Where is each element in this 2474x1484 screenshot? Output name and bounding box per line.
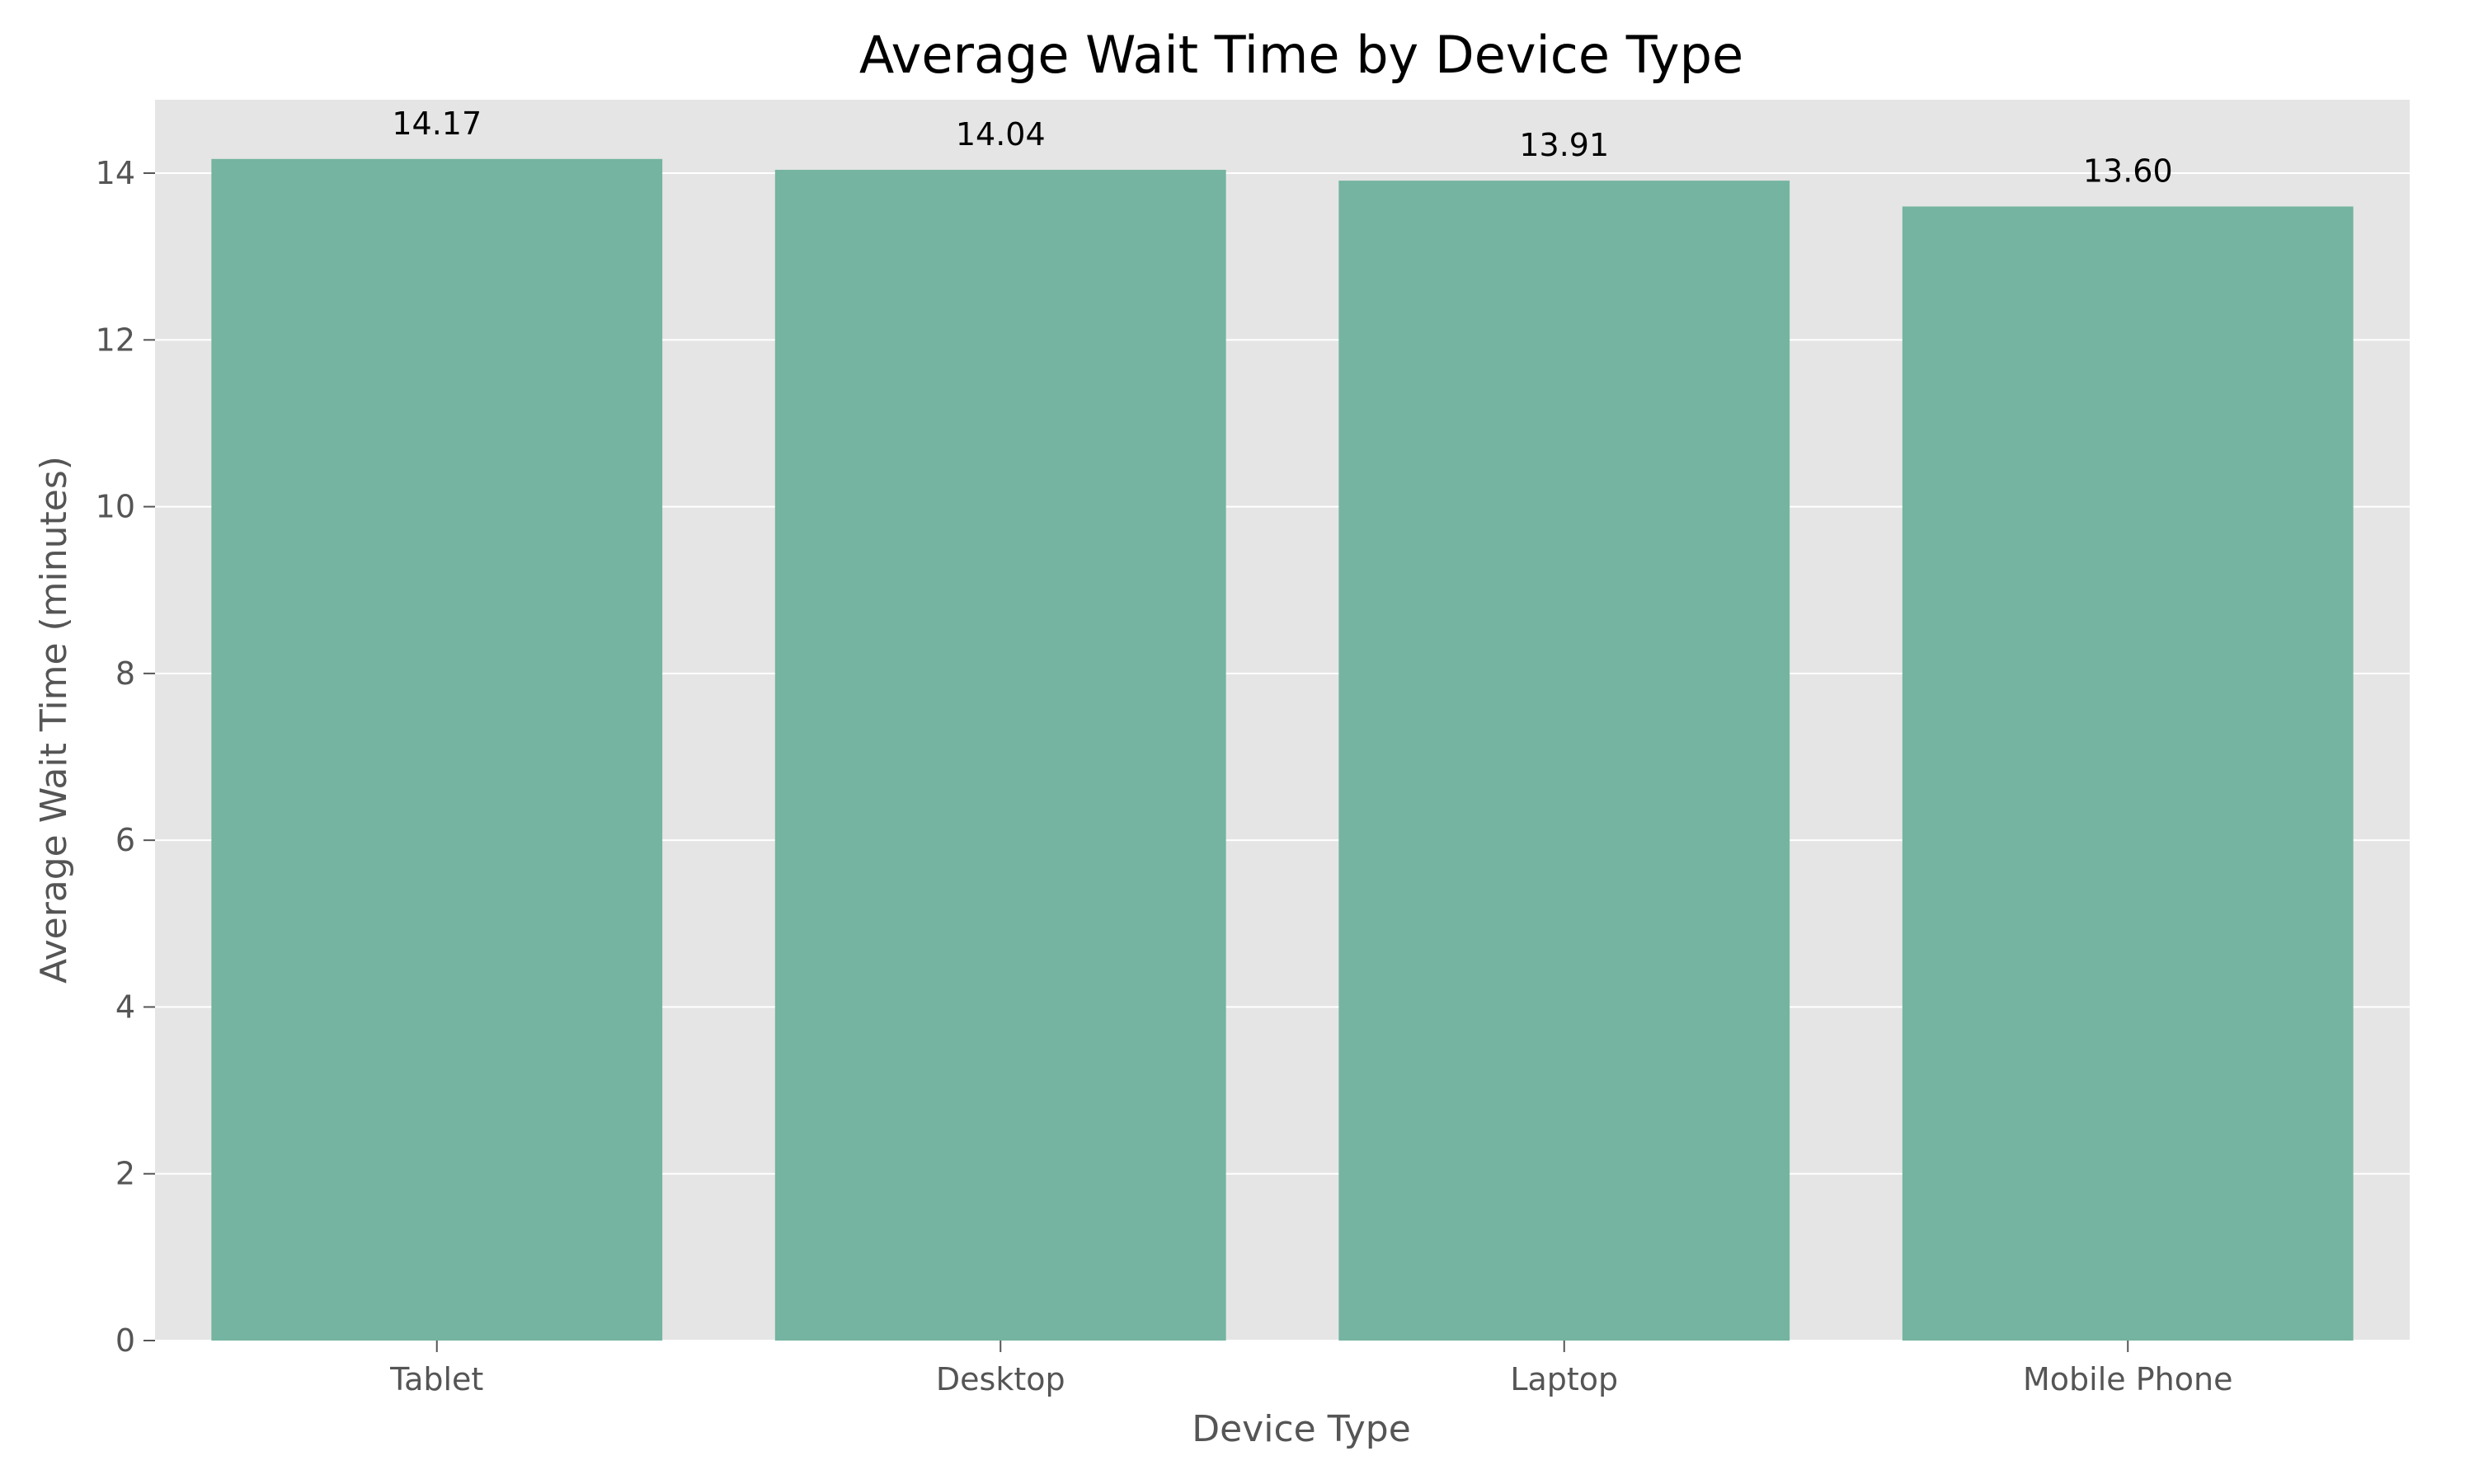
x-tick-label: Desktop — [936, 1361, 1065, 1397]
data-label: 14.04 — [956, 116, 1046, 153]
chart-title: Average Wait Time by Device Type — [859, 25, 1743, 85]
x-tick-label: Tablet — [389, 1361, 483, 1397]
data-label: 14.17 — [392, 106, 482, 142]
y-tick-label: 14 — [96, 155, 135, 191]
y-tick-label: 10 — [96, 489, 135, 525]
x-tick-label: Laptop — [1510, 1361, 1618, 1397]
x-axis: Tablet Desktop Laptop Mobile Phone — [389, 1341, 2232, 1397]
bar-mobile-phone — [1902, 206, 2354, 1341]
y-tick-label: 6 — [115, 822, 135, 858]
y-axis-title: Average Wait Time (minutes) — [33, 456, 75, 984]
y-tick-label: 4 — [115, 989, 135, 1025]
x-tick-label: Mobile Phone — [2023, 1361, 2232, 1397]
y-tick-label: 0 — [115, 1322, 135, 1359]
data-labels: 14.17 14.04 13.91 13.60 — [392, 106, 2172, 190]
bar-tablet — [211, 158, 663, 1341]
data-label: 13.91 — [1519, 127, 1609, 163]
x-axis-title: Device Type — [1192, 1408, 1411, 1450]
y-tick-label: 2 — [115, 1156, 135, 1192]
y-tick-label: 8 — [115, 655, 135, 692]
data-label: 13.60 — [2083, 153, 2173, 189]
bar-desktop — [774, 169, 1226, 1341]
bar-laptop — [1338, 181, 1790, 1341]
y-tick-label: 12 — [96, 322, 135, 358]
bars — [211, 158, 2354, 1341]
y-axis: 0 2 4 6 8 10 12 14 — [96, 155, 155, 1359]
